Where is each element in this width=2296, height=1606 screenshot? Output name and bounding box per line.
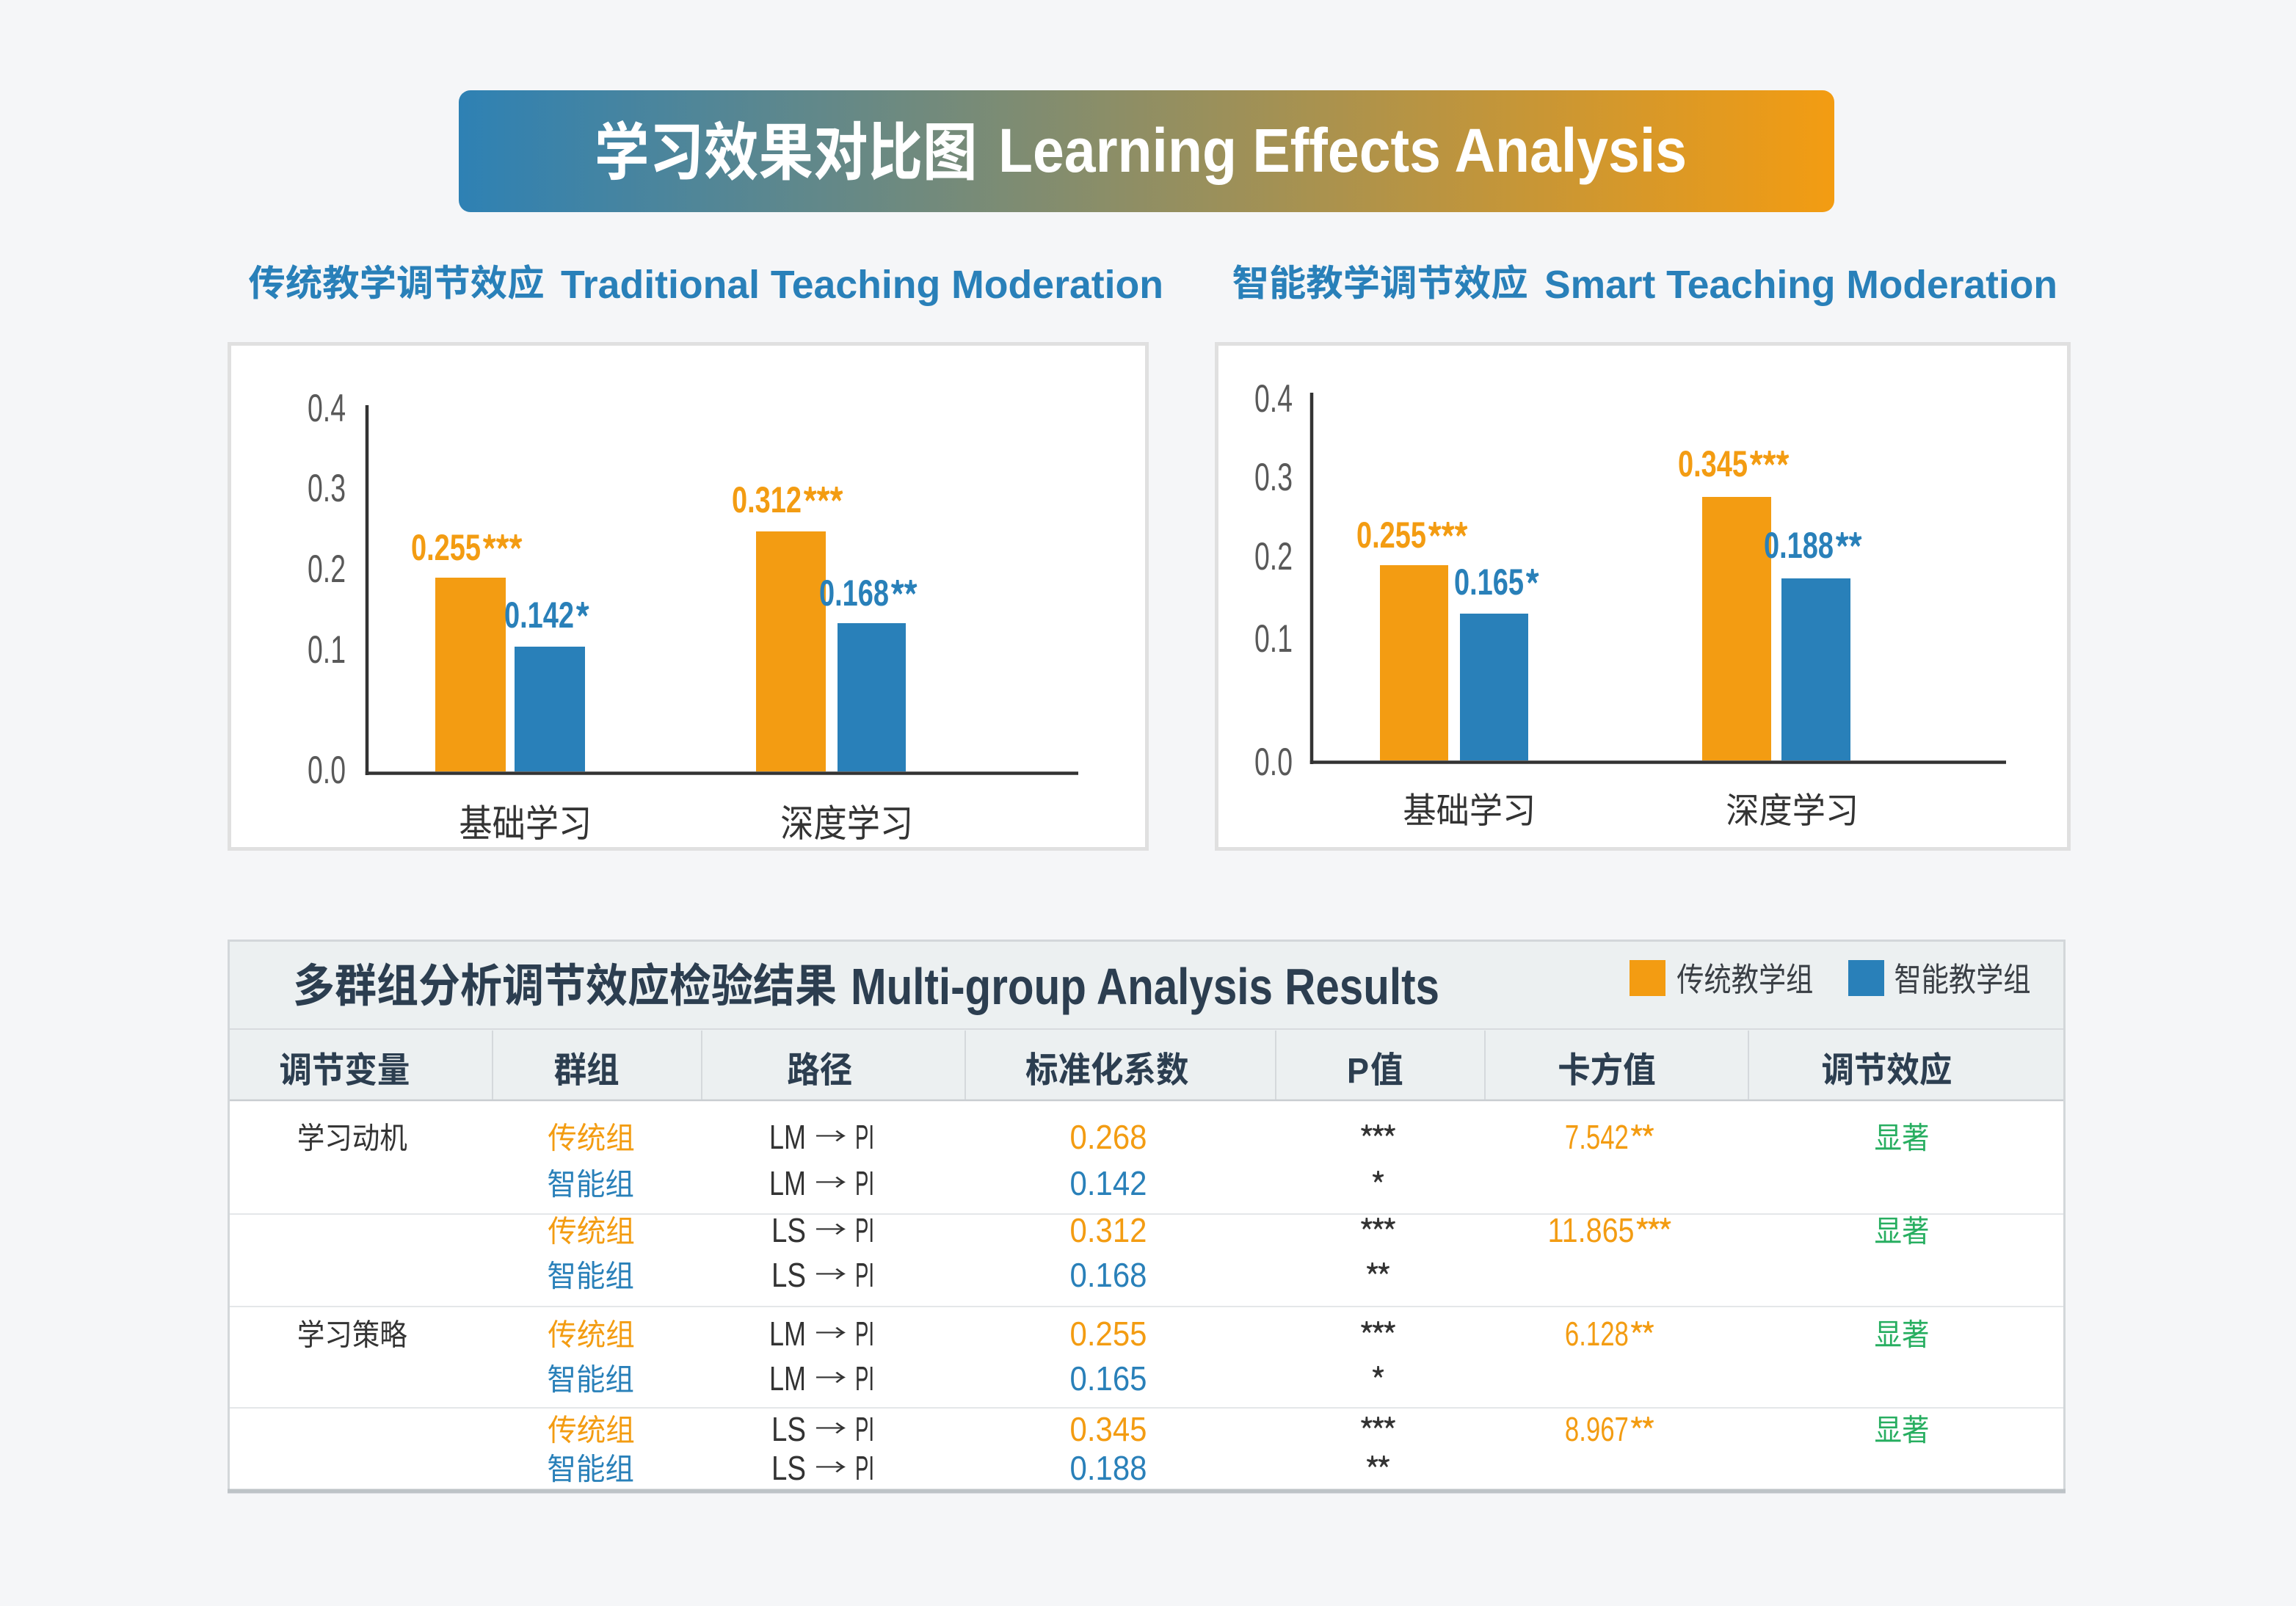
svg-text:LS: LS: [771, 1256, 806, 1294]
svg-text:PI: PI: [855, 1449, 874, 1487]
svg-text:0.268: 0.268: [1070, 1118, 1147, 1156]
svg-text:0.3: 0.3: [1254, 456, 1293, 499]
svg-text:PI: PI: [855, 1211, 874, 1249]
svg-text:LM: LM: [769, 1118, 806, 1156]
svg-text:Traditional Teaching Moderatio: Traditional Teaching Moderation: [561, 263, 1163, 307]
svg-text:PI: PI: [855, 1118, 874, 1156]
svg-text:LS: LS: [771, 1410, 806, 1448]
svg-text:0.4: 0.4: [1254, 377, 1293, 421]
svg-text:0.345: 0.345: [1070, 1410, 1147, 1448]
svg-text:LS: LS: [771, 1449, 806, 1487]
svg-text:0.188: 0.188: [1764, 525, 1834, 566]
svg-text:0.1: 0.1: [308, 628, 346, 672]
svg-text:0.142: 0.142: [504, 595, 574, 636]
svg-text:7.542: 7.542: [1565, 1118, 1629, 1156]
svg-text:LM: LM: [769, 1359, 806, 1398]
svg-text:0.165: 0.165: [1070, 1359, 1147, 1398]
svg-text:PI: PI: [855, 1164, 874, 1202]
svg-text:Learning Effects Analysis: Learning Effects Analysis: [998, 116, 1687, 185]
svg-text:0.255: 0.255: [1070, 1315, 1147, 1353]
svg-text:PI: PI: [855, 1359, 874, 1398]
svg-text:0.255: 0.255: [1356, 515, 1426, 556]
svg-text:0.188: 0.188: [1070, 1449, 1147, 1487]
svg-text:0.142: 0.142: [1070, 1164, 1147, 1202]
svg-text:Smart Teaching Moderation: Smart Teaching Moderation: [1544, 263, 2057, 307]
svg-text:PI: PI: [855, 1256, 874, 1294]
svg-text:P: P: [1347, 1052, 1369, 1091]
svg-text:LM: LM: [769, 1315, 806, 1353]
svg-text:0.2: 0.2: [308, 548, 346, 591]
svg-text:0.168: 0.168: [1070, 1256, 1147, 1294]
svg-text:0.312: 0.312: [732, 479, 802, 520]
svg-text:0.3: 0.3: [308, 467, 346, 510]
svg-text:0.168: 0.168: [819, 573, 889, 614]
svg-text:LM: LM: [769, 1164, 806, 1202]
svg-text:0.255: 0.255: [411, 527, 481, 568]
svg-text:0.4: 0.4: [308, 387, 346, 430]
svg-text:0.345: 0.345: [1678, 443, 1748, 484]
svg-text:11.865: 11.865: [1548, 1211, 1635, 1249]
svg-text:0.1: 0.1: [1254, 617, 1293, 661]
svg-text:0.2: 0.2: [1254, 535, 1293, 578]
svg-text:Multi-group Analysis Results: Multi-group Analysis Results: [851, 958, 1439, 1015]
svg-text:0.165: 0.165: [1454, 562, 1524, 603]
svg-text:PI: PI: [855, 1410, 874, 1448]
svg-text:0.0: 0.0: [308, 749, 346, 792]
svg-text:0.0: 0.0: [1254, 741, 1293, 784]
svg-text:8.967: 8.967: [1565, 1410, 1629, 1448]
svg-text:PI: PI: [855, 1315, 874, 1353]
svg-text:LS: LS: [771, 1211, 806, 1249]
svg-text:0.312: 0.312: [1070, 1211, 1147, 1249]
svg-text:6.128: 6.128: [1565, 1315, 1629, 1353]
